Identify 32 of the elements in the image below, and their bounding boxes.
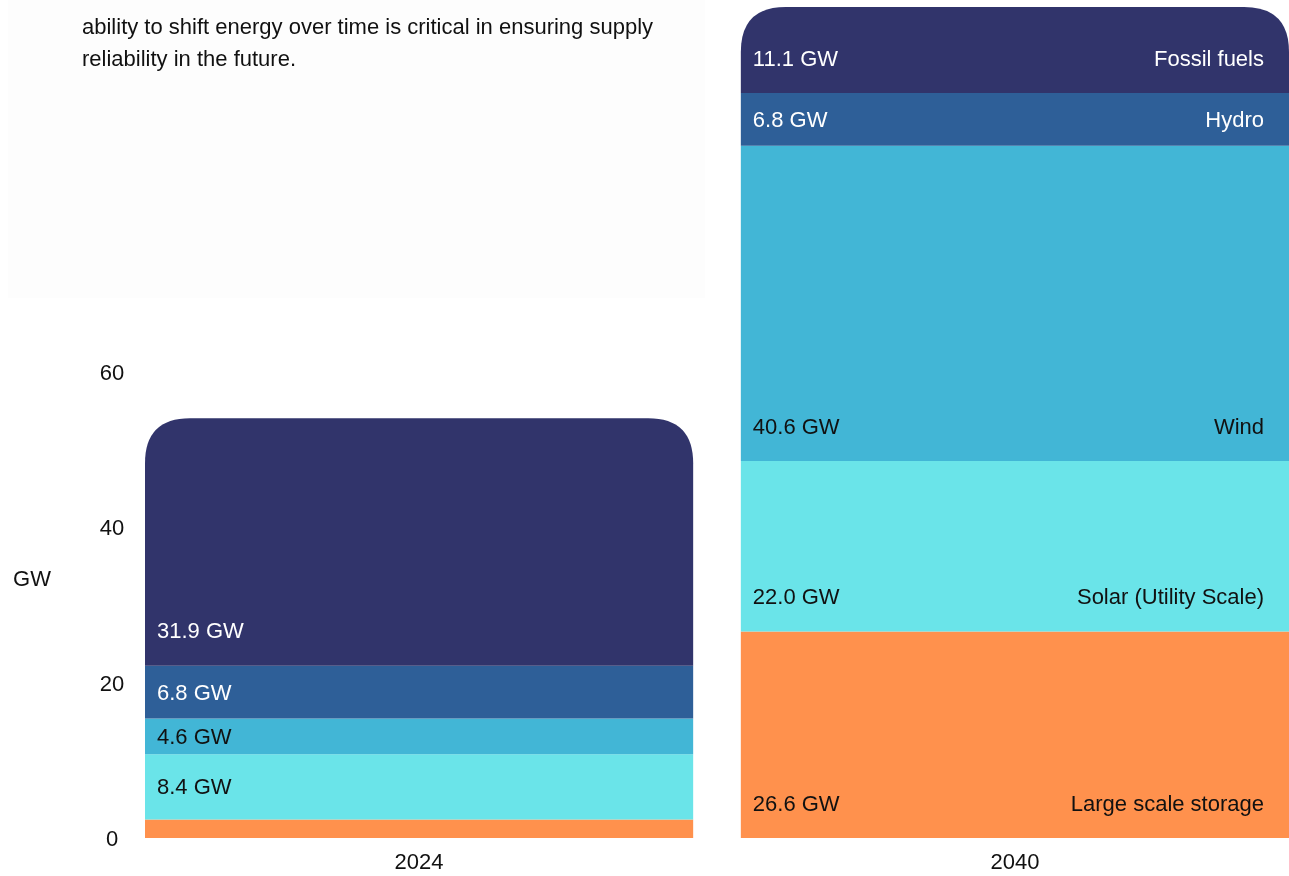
- series-label: Wind: [1213, 413, 1264, 439]
- x-tick-label: 2040: [990, 848, 1040, 874]
- y-tick-label: 0: [105, 825, 119, 851]
- data-label: 22.0 GW: [752, 584, 840, 610]
- y-tick-label: 40: [99, 515, 125, 541]
- annotation: ability to shift energy over time is critical in ensuring supply reliability in the future.: [82, 14, 654, 71]
- bar: [145, 718, 694, 755]
- data-label: 31.9 GW: [157, 618, 245, 644]
- x-tick-label: 2024: [394, 848, 444, 874]
- data-label: 11.1 GW: [752, 45, 839, 71]
- y-axis-title: GW: [13, 565, 52, 591]
- bar: [740, 460, 1289, 632]
- series-label: Solar (Utility Scale): [1076, 584, 1264, 610]
- series-label: Large scale storage: [1070, 790, 1264, 816]
- data-label: 6.8 GW: [157, 679, 232, 705]
- data-label: 8.4 GW: [157, 774, 232, 800]
- y-tick-label: 20: [99, 670, 125, 696]
- bar: [145, 819, 694, 838]
- series-label: Hydro: [1205, 107, 1264, 133]
- bar: [145, 418, 694, 666]
- bar: [740, 6, 1289, 94]
- bar: [145, 754, 694, 820]
- series-label: Fossil fuels: [1153, 45, 1264, 71]
- bar: [740, 631, 1289, 838]
- data-label: 6.8 GW: [752, 107, 828, 133]
- bar: [740, 93, 1289, 146]
- data-label: 40.6 GW: [752, 413, 840, 439]
- bar: [740, 145, 1289, 461]
- data-label: 26.6 GW: [752, 790, 840, 816]
- data-label: 4.6 GW: [157, 724, 232, 750]
- bar: [145, 665, 694, 719]
- y-tick-label: 60: [99, 360, 125, 386]
